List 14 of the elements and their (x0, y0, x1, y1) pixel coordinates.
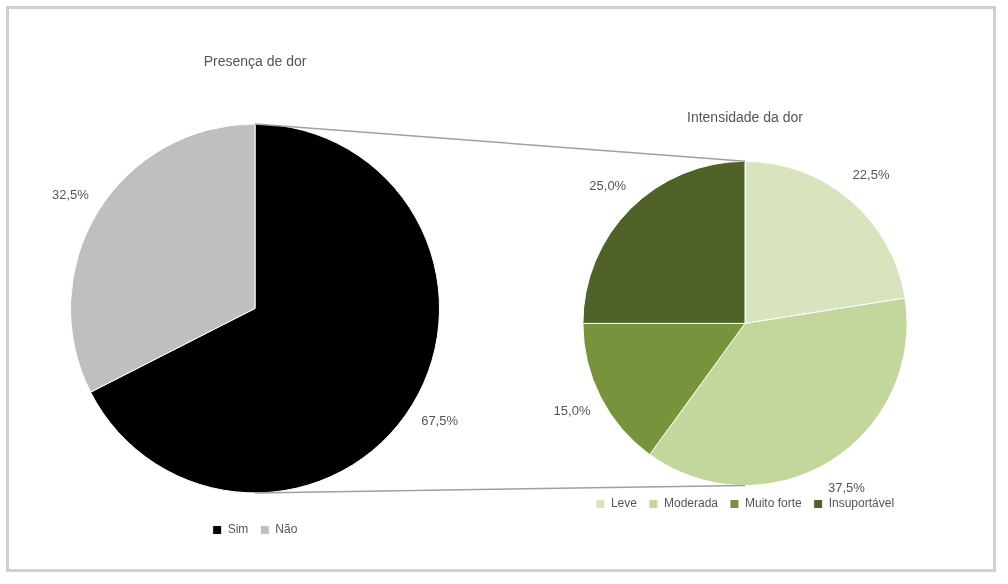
chart-title: Presença de dor (203, 53, 307, 70)
legend-label: Leve (610, 496, 638, 511)
data-label: 37,5% (827, 480, 866, 496)
legend-label: Muito forte (745, 496, 803, 511)
data-label: 15,0% (553, 403, 591, 419)
legend-label: Não (275, 522, 298, 537)
data-label: 22,5% (852, 167, 890, 183)
legend-label: Moderada (663, 496, 719, 511)
data-label: 32,5% (51, 186, 90, 202)
legend-label: Sim (227, 522, 249, 537)
chart-title: Intensidade da dor (687, 109, 804, 126)
data-label: 25,0% (589, 177, 627, 193)
legend-label: Insuportável (828, 496, 895, 511)
data-label: 67,5% (421, 413, 459, 429)
